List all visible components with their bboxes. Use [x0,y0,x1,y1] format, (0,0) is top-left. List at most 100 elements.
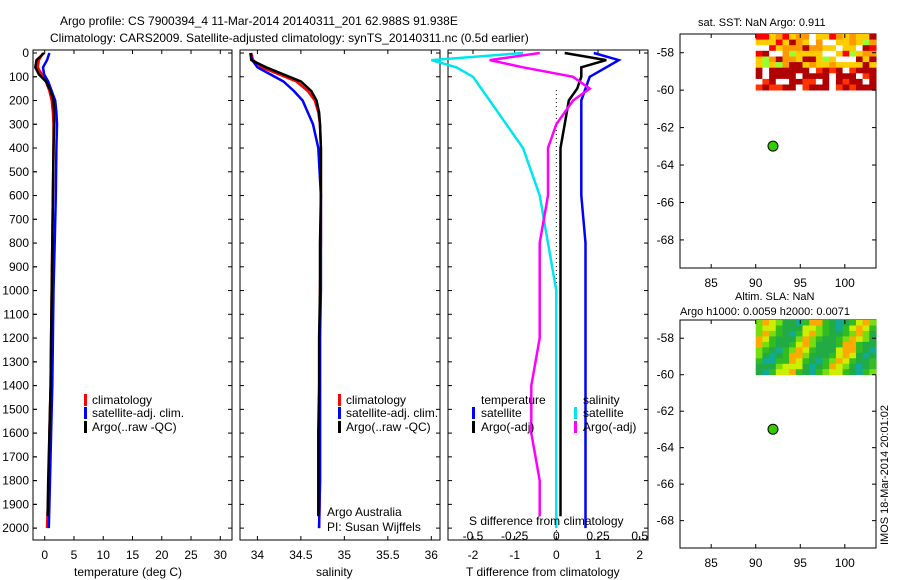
lat-tick-label: -58 [657,46,675,60]
field-cell [849,34,857,40]
field-cell [849,320,857,326]
field-cell [822,369,830,376]
field-cell [842,363,850,370]
x-tick-top-label: 0 [553,529,560,543]
legend-label-satellite: satellite-adj. clim. [346,406,438,420]
field-cell [755,325,763,332]
field-cell [775,325,783,332]
field-cell [775,84,783,91]
field-cell [856,67,864,74]
field-cell [829,363,837,370]
field-cell [842,84,850,91]
field-cell [809,45,817,52]
field-cell [862,369,870,376]
field-cell [829,45,837,52]
x-tick-top-label: -0.5 [463,529,484,543]
field-cell [809,341,817,348]
legend-swatch-s-argo [574,421,577,433]
field-cell [775,341,783,348]
lat-tick-label: -64 [657,158,675,172]
legend-label-satellite: satellite-adj. clim. [92,406,184,420]
field-cell [762,325,770,332]
field-cell [822,325,830,332]
field-cell [869,67,877,74]
field-cell [775,39,783,46]
field-cell [809,369,817,376]
lon-tick-label: 100 [835,276,855,290]
temperature-legend: climatology satellite-adj. clim. Argo(..… [84,393,184,434]
field-cell [815,73,823,80]
field-cell [809,320,817,326]
argo-position-marker [767,140,779,152]
x-tick-label: 20 [155,548,169,562]
field-cell [862,320,870,326]
field-cell [849,369,857,376]
field-cell [782,78,790,85]
field-cell [755,358,763,365]
field-cell [789,352,797,359]
field-cell [782,347,790,354]
field-cell [842,62,850,69]
field-cell [829,352,837,359]
field-cell [822,34,830,40]
field-cell [856,62,864,69]
field-cell [795,45,803,52]
lon-tick-label: 85 [705,276,719,290]
field-cell [856,39,864,46]
field-cell [862,352,870,359]
field-cell [789,39,797,46]
field-cell [815,320,823,326]
legend-label-climatology: climatology [92,393,152,407]
field-cell [795,50,803,57]
field-cell [862,358,870,365]
field-cell [862,73,870,80]
field-cell [769,336,777,343]
x-tick-top-label: -0.25 [501,529,529,543]
field-cell [862,78,870,85]
field-cell [775,73,783,80]
depth-tick-label: 800 [9,236,29,250]
field-cell [762,84,770,91]
field-cell [849,62,857,69]
field-cell [815,84,823,91]
sla-map-title-1: Altim. SLA: NaN [735,291,815,303]
field-cell [789,50,797,57]
field-cell [856,363,864,370]
field-cell [829,341,837,348]
lat-tick-label: -60 [657,83,675,97]
field-cell [775,352,783,359]
field-cell [762,39,770,46]
lat-tick-label: -68 [657,233,675,247]
difference-xlabel-top: S difference from climatology [469,514,624,528]
field-cell [775,34,783,40]
field-cell [849,358,857,365]
lon-tick-label: 100 [835,556,855,570]
field-cell [762,336,770,343]
field-cell [849,45,857,52]
legend-swatch-climatology [84,394,87,406]
salinity-xlabel: salinity [316,565,353,579]
field-cell [762,369,770,376]
field-cell [862,341,870,348]
depth-tick-label: 400 [9,141,29,155]
lat-tick-label: -68 [657,514,675,528]
depth-tick-label: 200 [9,94,29,108]
field-cell [856,336,864,343]
lat-tick-label: -60 [657,368,675,382]
field-cell [795,39,803,46]
field-cell [835,62,843,69]
field-cell [849,67,857,74]
field-cell [862,325,870,332]
field-cell [762,358,770,365]
field-cell [789,369,797,376]
field-cell [849,39,857,46]
field-cell [802,352,810,359]
depth-tick-label: 700 [9,212,29,226]
field-cell [822,39,830,46]
field-cell [775,369,783,376]
field-cell [782,336,790,343]
field-cell [822,50,830,57]
lon-tick-label: 90 [749,556,763,570]
temperature-chart: 0 5 10 15 20 25 30 [33,50,232,562]
legend-label-t-satellite: satellite [481,406,522,420]
